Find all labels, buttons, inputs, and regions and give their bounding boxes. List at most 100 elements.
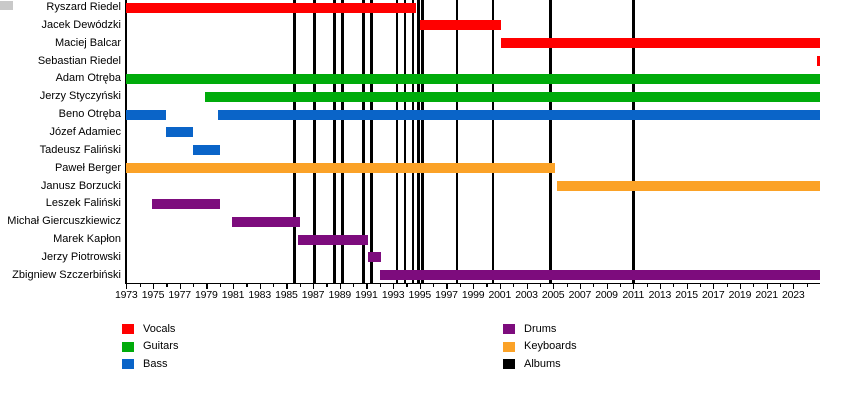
x-axis-major-tick (179, 283, 181, 290)
x-axis-tick-label: 1979 (195, 289, 218, 301)
legend-swatch-keyboards (503, 341, 515, 352)
membership-bar-drums (231, 216, 300, 227)
membership-bar-vocals (817, 56, 820, 67)
x-axis-minor-tick (673, 283, 675, 287)
member-name-label: Marek Kapłon (53, 233, 121, 246)
membership-bar-bass (193, 145, 220, 156)
x-axis-minor-tick (806, 283, 808, 287)
x-axis-tick-label: 2007 (568, 289, 592, 301)
member-name-label: Zbigniew Szczerbiński (12, 268, 121, 281)
membership-bar-bass (126, 109, 167, 120)
member-name-label: Janusz Borzucki (40, 179, 121, 192)
album-marker-line (491, 0, 495, 283)
album-marker-line (341, 0, 344, 283)
x-axis-minor-tick (726, 283, 728, 287)
x-axis-major-tick (606, 283, 608, 290)
x-axis-major-tick (739, 283, 742, 290)
x-axis-major-tick (579, 283, 582, 290)
x-axis-tick-label: 1973 (115, 289, 138, 301)
membership-bar-guitars (205, 91, 820, 102)
screen-corner-artifact (0, 1, 13, 10)
x-axis-minor-tick (433, 283, 435, 287)
x-axis-tick-label: 1975 (141, 289, 165, 301)
member-name-label: Ryszard Riedel (46, 1, 121, 13)
x-axis-minor-tick (273, 283, 275, 287)
x-axis-tick-label: 1995 (408, 289, 432, 301)
x-axis-major-tick (766, 283, 768, 290)
membership-bar-drums (298, 234, 368, 245)
x-axis-tick-label: 1981 (221, 289, 245, 301)
x-axis-major-tick (446, 283, 448, 290)
x-axis-major-tick (553, 283, 555, 290)
x-axis-minor-tick (219, 283, 221, 287)
x-axis-minor-tick (379, 283, 381, 287)
member-name-label: Józef Adamiec (49, 125, 121, 138)
legend-label-bass: Bass (143, 357, 168, 370)
legend-label-drums: Drums (524, 322, 557, 335)
x-axis-tick-label: 2011 (622, 289, 645, 301)
album-marker-line (313, 0, 316, 283)
membership-bar-bass (218, 109, 820, 120)
x-axis-major-tick (793, 283, 795, 290)
x-axis-tick-label: 2023 (782, 289, 805, 301)
member-name-label: Tadeusz Faliński (39, 143, 121, 156)
membership-bar-vocals (126, 2, 416, 13)
x-axis-tick-label: 2001 (488, 289, 512, 301)
member-name-label: Michał Giercuszkiewicz (7, 215, 121, 228)
x-axis-tick-label: 2009 (595, 289, 618, 301)
x-axis-minor-tick (299, 283, 301, 287)
member-name-label: Jerzy Styczyński (39, 90, 121, 103)
album-marker-line (395, 0, 399, 283)
album-marker-line (362, 0, 366, 283)
x-axis-major-tick (152, 283, 155, 290)
x-axis-major-tick (259, 283, 261, 290)
legend-label-guitars: Guitars (143, 340, 179, 352)
membership-bar-guitars (126, 73, 820, 84)
membership-bar-drums (151, 198, 220, 209)
album-marker-line (417, 0, 420, 283)
x-axis-tick-label: 2015 (675, 289, 698, 301)
x-axis-major-tick (419, 283, 421, 290)
album-marker-line (403, 0, 407, 283)
membership-bar-vocals (419, 20, 502, 31)
x-axis-major-tick (313, 283, 315, 290)
x-axis-major-tick (659, 283, 662, 290)
membership-bar-keyboards (126, 163, 555, 174)
member-name-label: Adam Otręba (55, 72, 121, 85)
x-axis-major-tick (393, 283, 395, 290)
x-axis-minor-tick (699, 283, 702, 287)
member-name-label: Leszek Faliński (45, 197, 121, 210)
legend-swatch-vocals (122, 324, 134, 334)
x-axis-tick-label: 2019 (728, 289, 752, 301)
member-name-label: Maciej Balcar (54, 36, 121, 49)
x-axis-minor-tick (353, 283, 355, 287)
x-axis-minor-tick (166, 283, 168, 287)
x-axis-minor-tick (753, 283, 755, 287)
x-axis-minor-tick (326, 283, 328, 287)
member-name-label: Jerzy Piotrowski (41, 250, 121, 263)
y-axis-line (125, 0, 127, 283)
member-name-label: Paweł Berger (54, 161, 121, 174)
x-axis-tick-label: 2003 (515, 289, 538, 301)
x-axis-minor-tick (593, 283, 595, 287)
member-name-label: Sebastian Riedel (37, 54, 121, 67)
member-name-label: Jacek Dewódzki (41, 18, 121, 31)
x-axis-minor-tick (566, 283, 568, 287)
legend-swatch-albums (503, 359, 515, 369)
x-axis-minor-tick (619, 283, 622, 287)
membership-bar-drums (379, 270, 820, 281)
x-axis-minor-tick (246, 283, 248, 287)
album-marker-line (370, 0, 374, 283)
legend-swatch-guitars (122, 341, 134, 352)
x-axis-tick-label: 2017 (701, 289, 725, 301)
x-axis-major-tick (473, 283, 475, 290)
membership-bar-bass (166, 127, 193, 138)
x-axis-tick-label: 1983 (248, 289, 271, 301)
x-axis-major-tick (233, 283, 235, 290)
album-marker-line (293, 0, 296, 283)
membership-bar-keyboards (557, 181, 820, 191)
legend-swatch-bass (122, 359, 134, 369)
album-marker-line (333, 0, 336, 283)
x-axis-tick-label: 1999 (461, 289, 485, 301)
